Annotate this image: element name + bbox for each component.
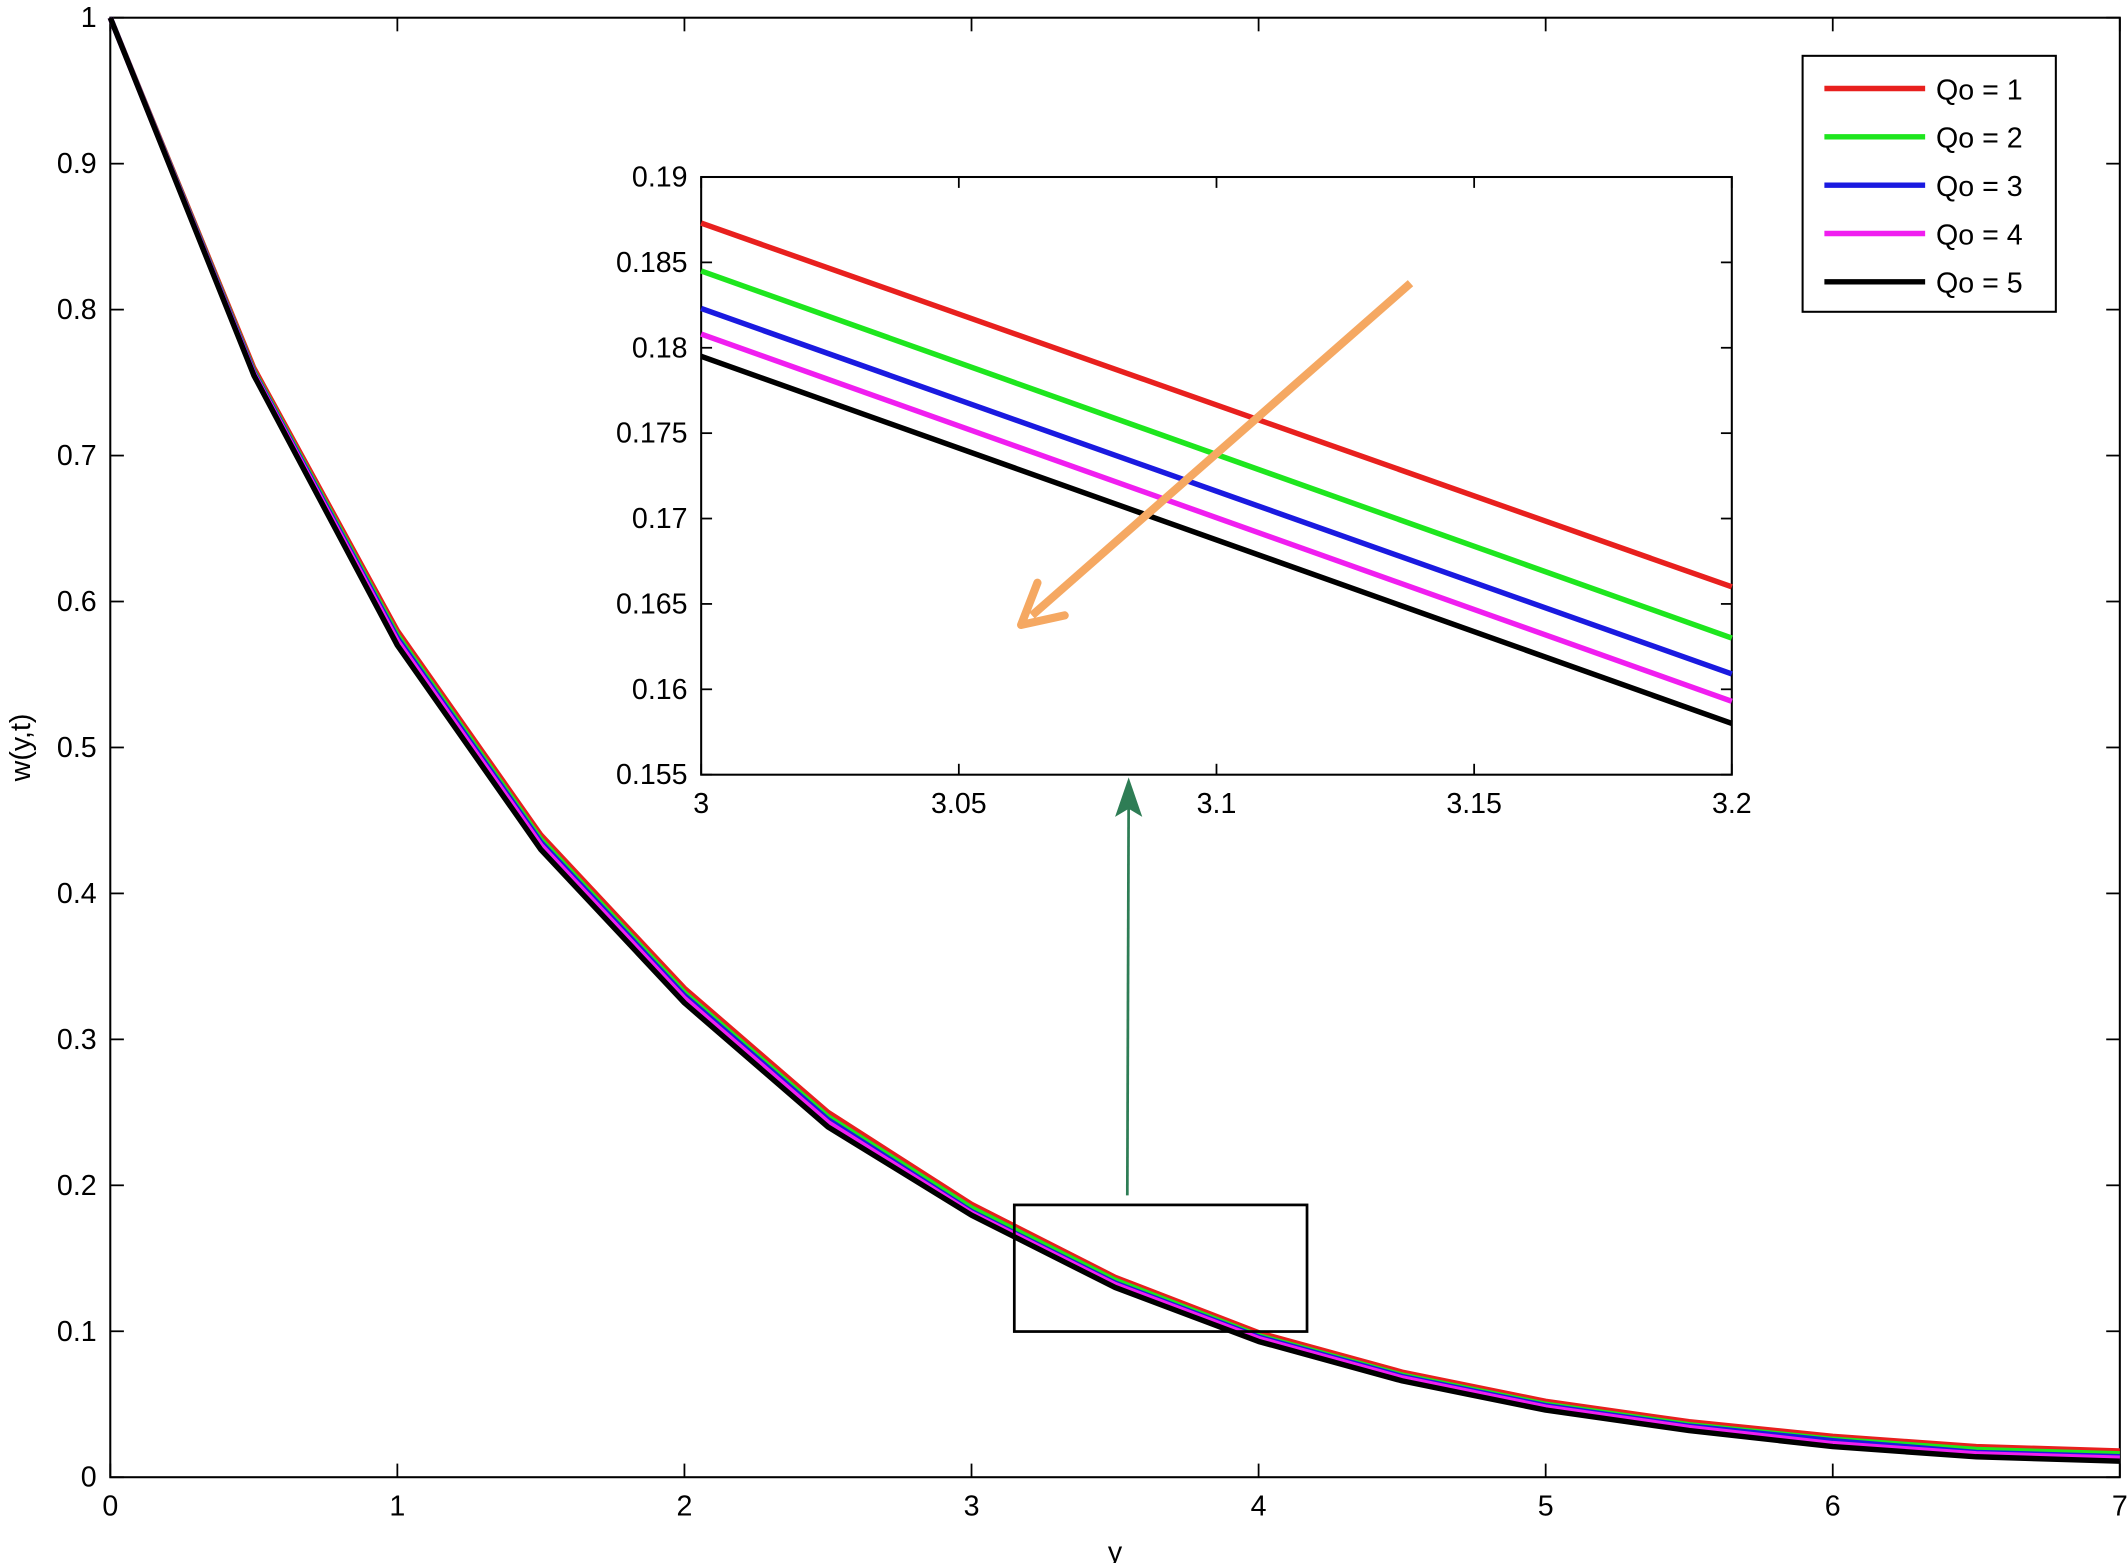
legend-label: Qo = 1 <box>1936 74 2023 106</box>
y-tick-label: 0.9 <box>57 148 97 180</box>
y-tick-label: 0.185 <box>616 247 688 279</box>
y-tick-label: 0.1 <box>57 1316 97 1348</box>
trend-arrow <box>1017 280 1414 630</box>
y-axis-label: w(y,t) <box>5 714 37 783</box>
series-line <box>700 331 1733 704</box>
series-line <box>107 16 2120 1464</box>
y-tick-label: 0.6 <box>57 586 97 618</box>
x-tick-label: 6 <box>1825 1490 1841 1522</box>
y-tick-label: 0.4 <box>57 878 97 910</box>
x-tick-label: 5 <box>1538 1490 1554 1522</box>
zoom-annotation <box>1012 777 1309 1333</box>
x-tick-label: 3.1 <box>1197 788 1237 820</box>
zoom-box <box>1012 1203 1309 1333</box>
inset-plot: 3 3.05 3.1 3.15 3.2 0.155 0.16 0.165 0.17 0.175 0.… <box>616 162 1752 820</box>
y-tick-label: 0.8 <box>57 294 97 326</box>
trend-arrow-head <box>1017 578 1069 630</box>
y-tick-label: 0.165 <box>616 588 688 620</box>
trend-arrow-shaft <box>1029 280 1414 619</box>
x-tick-label: 3.2 <box>1712 788 1752 820</box>
x-tick-label: 4 <box>1251 1490 1267 1522</box>
y-tick-label: 0.155 <box>616 759 688 791</box>
legend-label: Qo = 4 <box>1936 219 2023 251</box>
y-tick-label: 0.175 <box>616 418 688 450</box>
legend-label: Qo = 3 <box>1936 171 2023 203</box>
series-line <box>700 305 1733 677</box>
x-tick-label: 3.05 <box>931 788 987 820</box>
y-tick-label: 0 <box>81 1462 97 1494</box>
legend-label: Qo = 2 <box>1936 123 2023 155</box>
y-tick-label: 0.17 <box>632 503 688 535</box>
y-tick-label: 0.2 <box>57 1170 97 1202</box>
y-tick-label: 0.3 <box>57 1024 97 1056</box>
inset-background <box>701 177 1732 775</box>
y-tick-label: 0.5 <box>57 732 97 764</box>
y-tick-label: 0.7 <box>57 440 97 472</box>
series-line <box>700 353 1733 727</box>
y-tick-label: 1 <box>81 2 97 34</box>
x-tick-label: 3 <box>693 788 709 820</box>
zoom-arrow <box>1125 796 1131 1196</box>
y-tick-label: 0.18 <box>632 332 688 364</box>
main-plot: 0 1 2 3 4 5 6 7 0 0.1 0.2 0.3 0.4 0.5 0.6 0.7 0.8 0.9 1 y w(… <box>5 2 2128 1563</box>
x-tick-label: 3.15 <box>1446 788 1502 820</box>
zoom-arrow-head <box>1115 777 1143 817</box>
y-tick-label: 0.19 <box>632 162 688 194</box>
x-tick-label: 3 <box>964 1490 980 1522</box>
x-tick-label: 2 <box>676 1490 692 1522</box>
x-tick-label: 0 <box>102 1490 118 1522</box>
y-tick-label: 0.16 <box>632 674 688 706</box>
x-tick-label: 1 <box>389 1490 405 1522</box>
series-line <box>700 220 1733 590</box>
x-tick-label: 7 <box>2112 1490 2128 1522</box>
legend-label: Qo = 5 <box>1936 268 2023 300</box>
x-axis-label: y <box>1108 1537 1123 1563</box>
legend: Qo = 1 Qo = 2 Qo = 3 Qo = 4 Qo = 5 <box>1801 54 2057 313</box>
